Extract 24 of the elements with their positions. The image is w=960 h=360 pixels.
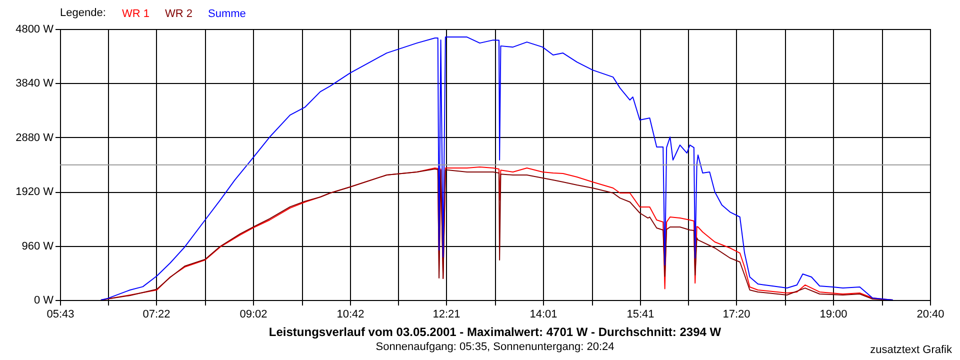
line-series: [100, 36, 894, 300]
text: Sonnenaufgang: 05:35, Sonnenuntergang: 20:24: [376, 341, 614, 353]
y-tick-label: 960 W: [22, 240, 54, 252]
x-tick-label: 07:22: [142, 308, 170, 320]
y-tick-label: 2880 W: [16, 132, 54, 144]
text: zusatztext Grafik: [870, 344, 952, 356]
text: WR 1: [122, 8, 150, 20]
y-tick-label: 4800 W: [16, 24, 54, 36]
x-tick-label: 05:43: [46, 308, 74, 320]
x-tick-label: 09:02: [240, 308, 268, 320]
text: Leistungsverlauf vom 03.05.2001 - Maximalwert: 4701 W - Durchschnitt: 2394 W: [268, 325, 722, 339]
text: Summe: [208, 8, 246, 20]
y-tick-label: 0 W: [34, 294, 54, 306]
x-tick-label: 14:01: [530, 308, 558, 320]
x-tick-label: 19:00: [820, 308, 848, 320]
x-tick-label: 15:41: [626, 308, 654, 320]
text: WR 2: [165, 8, 192, 20]
x-tick-label: 12:21: [432, 308, 460, 320]
y-tick-label: 3840 W: [16, 78, 54, 90]
x-tick-label: 10:42: [336, 308, 364, 320]
x-tick-label: 20:40: [916, 308, 944, 320]
legend-title: Legende:: [60, 7, 106, 19]
x-tick-label: 17:20: [722, 308, 750, 320]
y-tick-label: 1920 W: [16, 186, 54, 198]
